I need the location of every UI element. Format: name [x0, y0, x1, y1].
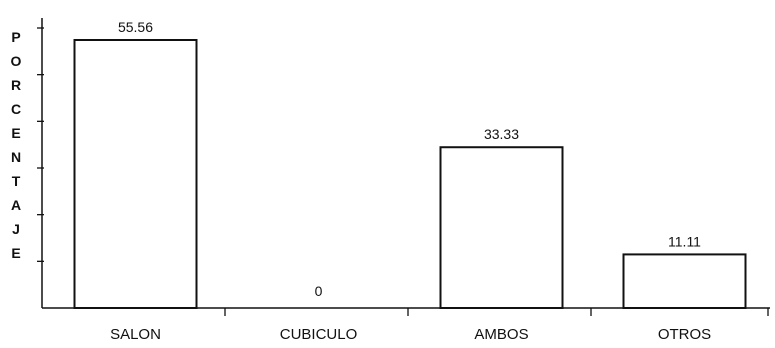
data-label: 33.33	[484, 126, 519, 142]
bar	[622, 253, 747, 310]
y-axis-label-letter: R	[11, 77, 21, 93]
x-tick-label: CUBICULO	[280, 326, 358, 343]
data-label: 55.56	[118, 19, 153, 35]
x-tick-labels: SALON CUBICULO AMBOS OTROS	[110, 326, 711, 343]
y-axis-label-letter: C	[11, 101, 21, 117]
x-tick-label: SALON	[110, 326, 161, 343]
y-axis-label-letter: E	[11, 125, 20, 141]
y-axis-label-letter: E	[11, 245, 20, 261]
data-labels: 55.56 0 33.33 11.11	[118, 19, 701, 299]
data-label: 11.11	[668, 233, 701, 249]
y-axis-label-letter: O	[11, 53, 22, 69]
bar	[439, 146, 564, 309]
y-axis-label-letter: A	[11, 197, 21, 213]
x-tick-label: AMBOS	[474, 326, 528, 343]
y-axis-label-letter: T	[12, 173, 21, 189]
y-axis-label-letter: J	[12, 221, 20, 237]
bar	[73, 39, 198, 309]
y-axis-label-letter: N	[11, 149, 21, 165]
bars	[73, 39, 747, 310]
y-axis-label-letter: P	[11, 29, 20, 45]
x-tick-label: OTROS	[658, 326, 711, 343]
data-label: 0	[315, 283, 323, 299]
